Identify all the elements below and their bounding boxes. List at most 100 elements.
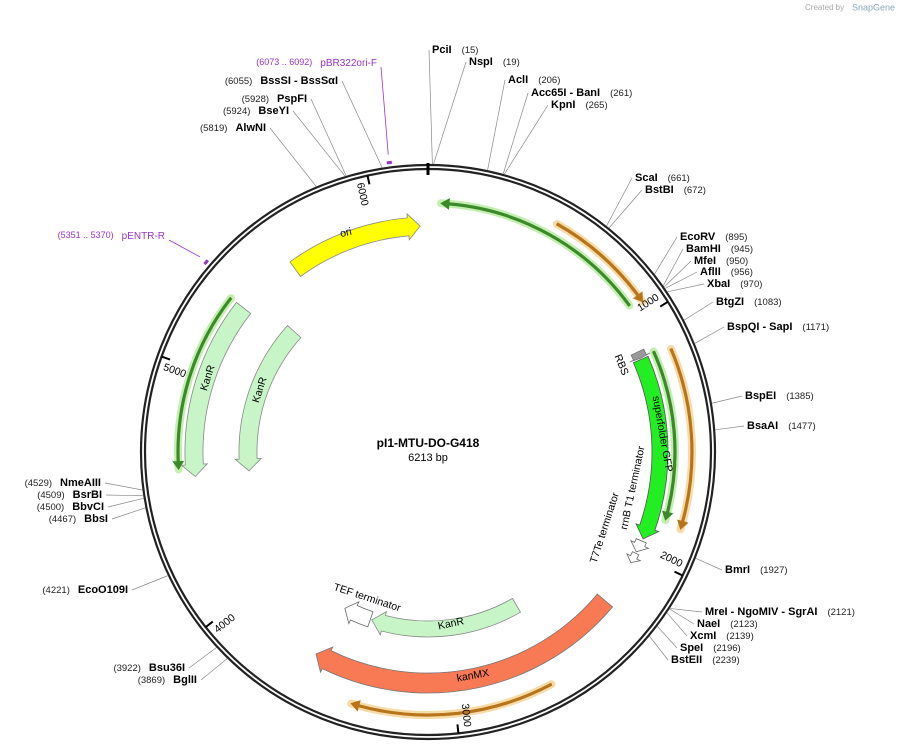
enzyme-label: BsaAI (1477) (747, 420, 816, 432)
enzyme-position: (895) (725, 232, 747, 243)
enzyme-name: Acc65I - BanI (531, 87, 600, 99)
enzyme-position: (265) (585, 100, 607, 111)
enzyme-label: (5924) BseYI (223, 105, 289, 117)
leader-line (662, 248, 684, 286)
primer-range: (5351 .. 5370) (58, 230, 114, 240)
enzyme-name: MreI - NgoMIV - SgrAI (705, 606, 817, 618)
primer-label: (5351 .. 5370) pENTR-R (58, 230, 165, 241)
feature-arrow (344, 600, 374, 628)
leader-line (694, 326, 725, 344)
enzyme-name: BseYI (258, 105, 289, 117)
enzyme-label: MfeI (950) (694, 255, 748, 267)
enzyme-label: (3922) Bsu36I (113, 662, 185, 674)
primer-mark (386, 160, 393, 165)
leader-line (669, 608, 703, 613)
feature-halo (553, 220, 647, 306)
enzyme-label: (4500) BbvCI (37, 501, 104, 513)
tick-label: 5000 (162, 361, 188, 380)
credit: Created by (805, 3, 844, 12)
feature-arrow (629, 348, 651, 363)
enzyme-label: BstEII (2239) (671, 654, 740, 666)
leader-line (502, 92, 529, 175)
plasmid-size: 6213 bp (408, 452, 448, 464)
enzyme-position: (1385) (786, 391, 813, 402)
enzyme-name: NspI (469, 56, 493, 68)
tick-label: 3000 (459, 703, 473, 728)
feature-arrow (651, 350, 677, 521)
primer-mark (203, 259, 209, 266)
enzyme-position: (6055) (225, 76, 252, 87)
tick-mark (674, 570, 684, 577)
enzyme-name: PspFI (277, 93, 307, 105)
enzyme-name: BstEII (671, 654, 702, 666)
enzyme-position: (4529) (25, 478, 52, 489)
primer-range: (6073 .. 6092) (256, 57, 312, 67)
leader-line (111, 507, 146, 520)
leader-line (715, 425, 745, 431)
enzyme-label: (4529) NmeAIII (25, 477, 101, 489)
enzyme-position: (4221) (42, 585, 69, 596)
enzyme-name: BsaAI (747, 420, 778, 432)
enzyme-position: (4500) (37, 502, 64, 513)
enzyme-name: BtgZI (716, 296, 744, 308)
leader-line (608, 189, 643, 229)
feature-arrow (555, 222, 644, 303)
enzyme-position: (956) (731, 267, 753, 278)
feature-arrow (371, 597, 522, 638)
leader-line (188, 647, 217, 669)
enzyme-name: XbaI (707, 278, 730, 290)
leader-line (657, 626, 678, 649)
enzyme-label: PciI (15) (432, 44, 478, 56)
leader-line (487, 79, 506, 171)
enzyme-position: (945) (731, 244, 753, 255)
tick-mark (659, 300, 669, 308)
enzyme-label: (4509) BsrBI (37, 489, 102, 501)
enzyme-name: AflII (700, 266, 721, 278)
tick-mark (456, 724, 460, 734)
enzyme-position: (3922) (113, 663, 140, 674)
tick-mark (161, 355, 171, 361)
enzyme-name: Bsu36I (149, 662, 185, 674)
enzyme-position: (19) (503, 57, 520, 68)
feature-label: RBS (612, 353, 631, 378)
enzyme-label: MreI - NgoMIV - SgrAI (2121) (705, 606, 855, 618)
leader-line (292, 110, 346, 177)
feature-label: T7Te terminator (588, 491, 622, 565)
leader-line (711, 395, 743, 404)
tick-mark (205, 620, 214, 628)
leader-line (310, 98, 347, 177)
enzyme-position: (15) (462, 45, 479, 56)
primer-name: pBR322ori-F (320, 58, 377, 69)
enzyme-position: (2121) (827, 607, 854, 618)
enzyme-name: BmrI (725, 564, 750, 576)
enzyme-label: ScaI (661) (635, 172, 690, 184)
enzyme-name: BamHI (686, 243, 721, 255)
enzyme-label: EcoRV (895) (680, 231, 747, 243)
enzyme-name: BssSI - BssSαI (260, 75, 338, 87)
leader-line (695, 557, 723, 571)
feature-arrow (630, 538, 650, 553)
leader-line (269, 127, 317, 187)
feature-arrow (440, 197, 631, 307)
enzyme-position: (206) (538, 75, 560, 86)
leader-line (107, 497, 144, 508)
leader-line (104, 482, 143, 491)
enzyme-label: BmrI (1927) (725, 564, 788, 576)
enzyme-label: BstBI (672) (645, 184, 706, 196)
enzyme-position: (2196) (713, 643, 740, 654)
enzyme-label: (3869) BglII (138, 674, 197, 686)
enzyme-name: BstBI (645, 184, 674, 196)
enzyme-position: (661) (668, 173, 690, 184)
enzyme-label: (5819) AlwNI (200, 122, 266, 134)
enzyme-position: (1171) (802, 322, 829, 333)
enzyme-position: (3869) (138, 675, 165, 686)
enzyme-name: PciI (432, 44, 452, 56)
enzyme-label: BspEI (1385) (745, 390, 814, 402)
feature-label: ori (339, 226, 353, 240)
enzyme-name: BglII (173, 674, 197, 686)
enzyme-label: XbaI (970) (707, 278, 762, 290)
enzyme-name: NmeAIII (60, 477, 101, 489)
leader-line (683, 301, 714, 321)
